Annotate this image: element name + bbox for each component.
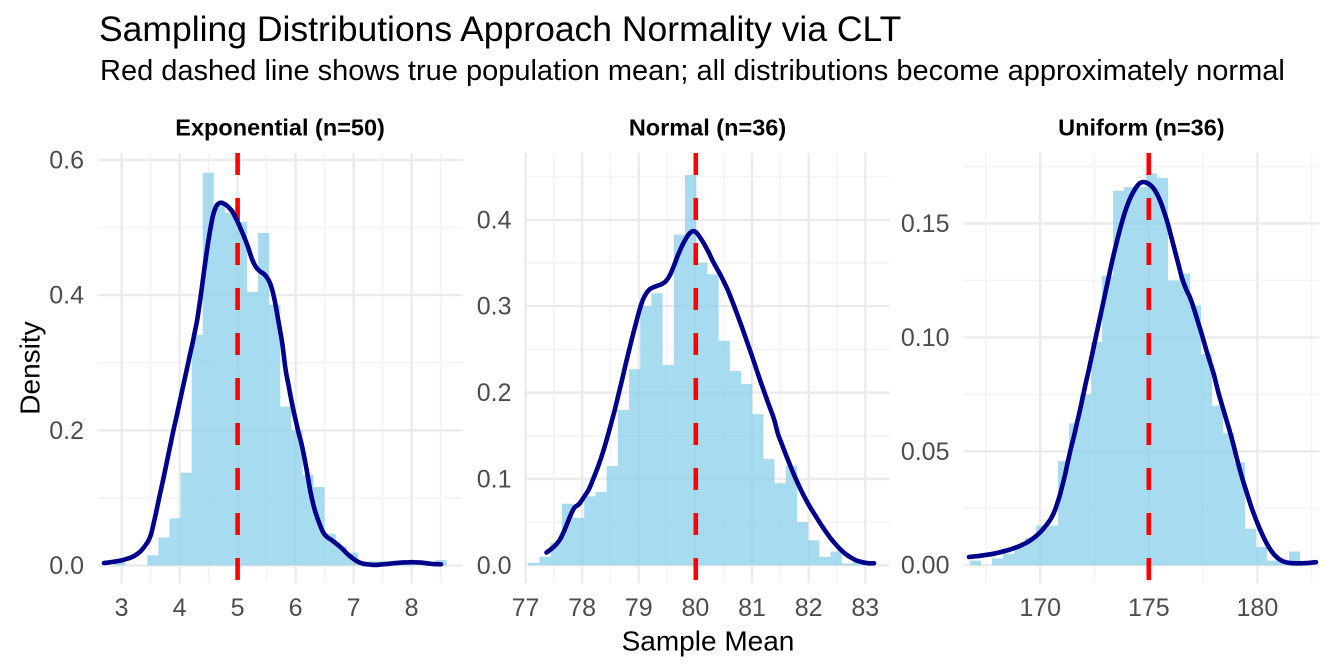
svg-text:78: 78 (568, 594, 596, 622)
svg-text:0.0: 0.0 (477, 552, 512, 580)
svg-text:5: 5 (231, 594, 245, 622)
svg-text:Normal (n=36): Normal (n=36) (629, 115, 786, 141)
svg-text:7: 7 (347, 594, 361, 622)
svg-text:170: 170 (1019, 594, 1061, 622)
svg-text:180: 180 (1237, 594, 1279, 622)
svg-text:0.1: 0.1 (477, 465, 512, 493)
svg-text:0.15: 0.15 (901, 210, 950, 238)
svg-text:0.05: 0.05 (901, 438, 950, 466)
svg-text:Sample Mean: Sample Mean (622, 626, 795, 657)
svg-text:77: 77 (512, 594, 540, 622)
svg-text:Exponential (n=50): Exponential (n=50) (175, 115, 385, 141)
svg-text:0.4: 0.4 (477, 206, 512, 234)
svg-text:0.0: 0.0 (49, 552, 84, 580)
svg-text:Uniform (n=36): Uniform (n=36) (1058, 115, 1224, 141)
svg-text:Density: Density (15, 321, 46, 414)
svg-text:81: 81 (738, 594, 766, 622)
svg-text:Red dashed line shows true pop: Red dashed line shows true population me… (100, 55, 1285, 87)
svg-text:0.6: 0.6 (49, 147, 84, 175)
svg-text:79: 79 (625, 594, 653, 622)
svg-text:0.10: 0.10 (901, 324, 950, 352)
svg-text:80: 80 (681, 594, 709, 622)
svg-text:0.3: 0.3 (477, 293, 512, 321)
svg-text:0.00: 0.00 (901, 552, 950, 580)
svg-text:0.2: 0.2 (49, 417, 84, 445)
svg-text:6: 6 (289, 594, 303, 622)
svg-text:0.4: 0.4 (49, 282, 84, 310)
svg-text:Sampling Distributions Approac: Sampling Distributions Approach Normalit… (99, 9, 901, 49)
svg-text:4: 4 (173, 594, 187, 622)
svg-text:175: 175 (1128, 594, 1170, 622)
svg-text:82: 82 (795, 594, 823, 622)
svg-text:0.2: 0.2 (477, 379, 512, 407)
svg-text:8: 8 (405, 594, 419, 622)
svg-text:3: 3 (115, 594, 129, 622)
svg-text:83: 83 (851, 594, 879, 622)
